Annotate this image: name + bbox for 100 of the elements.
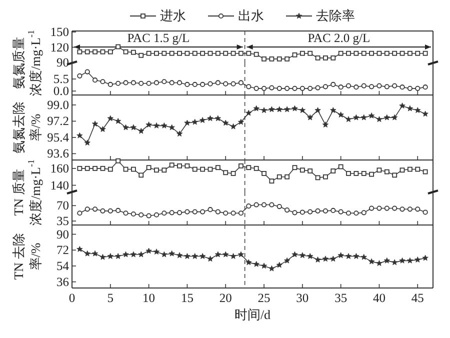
point	[314, 256, 321, 262]
x-tick-label: 45	[411, 291, 424, 305]
x-tick-label: 40	[372, 291, 386, 305]
point	[215, 50, 220, 56]
point	[276, 106, 282, 112]
point	[108, 82, 113, 88]
point	[184, 82, 190, 88]
point	[84, 69, 90, 74]
point	[292, 86, 298, 91]
point	[284, 86, 290, 91]
point	[384, 257, 390, 264]
point	[200, 166, 206, 172]
point	[238, 50, 244, 56]
point	[230, 253, 236, 259]
point	[422, 169, 428, 174]
point	[292, 105, 298, 112]
point	[246, 204, 252, 209]
y-tick-label: 35	[56, 214, 69, 228]
point	[330, 82, 336, 88]
point	[115, 253, 122, 259]
point	[361, 210, 366, 216]
point	[138, 128, 144, 134]
point	[307, 253, 314, 259]
point	[200, 117, 206, 123]
point	[314, 107, 321, 113]
point	[192, 82, 198, 88]
point	[246, 259, 252, 266]
point	[407, 86, 413, 91]
point	[146, 248, 152, 254]
point	[269, 56, 274, 62]
point	[246, 110, 252, 116]
point	[300, 86, 305, 91]
point	[138, 80, 144, 86]
point	[354, 210, 359, 216]
point	[276, 204, 282, 210]
point	[84, 140, 90, 146]
point	[208, 50, 213, 56]
point	[276, 262, 282, 268]
point	[368, 258, 375, 264]
point	[162, 168, 167, 173]
point	[330, 107, 336, 113]
point	[146, 122, 152, 128]
point	[261, 202, 267, 208]
point	[161, 122, 168, 128]
point	[77, 49, 82, 54]
point	[192, 118, 198, 125]
point	[268, 265, 275, 272]
point	[369, 172, 374, 177]
point	[300, 50, 305, 56]
point	[353, 253, 360, 259]
point	[353, 114, 360, 120]
y-tick-label: 90	[56, 55, 69, 70]
point	[76, 132, 83, 138]
point	[361, 83, 366, 88]
y-tick-label: 160	[50, 161, 69, 176]
point	[384, 84, 390, 90]
point	[414, 107, 421, 113]
point	[176, 80, 182, 86]
point	[154, 212, 160, 218]
point	[238, 80, 244, 86]
point	[138, 52, 144, 58]
point	[354, 171, 359, 176]
point	[308, 50, 313, 56]
point	[338, 84, 344, 90]
point	[207, 256, 214, 262]
point	[361, 50, 366, 56]
point	[184, 253, 190, 259]
point	[384, 169, 390, 174]
point	[368, 112, 375, 118]
point	[260, 107, 268, 113]
point	[77, 210, 82, 216]
point	[122, 251, 129, 258]
annotation: PAC 2.0 g/L	[308, 31, 370, 45]
point	[376, 50, 382, 56]
point	[168, 124, 175, 130]
point	[400, 206, 405, 212]
point	[223, 210, 228, 216]
point	[253, 261, 260, 267]
point	[262, 171, 266, 176]
point	[123, 210, 128, 216]
point	[84, 250, 90, 256]
point	[177, 50, 182, 56]
point	[292, 251, 298, 258]
point	[414, 256, 421, 262]
point	[184, 163, 190, 168]
point	[384, 114, 390, 120]
point	[330, 256, 336, 262]
point	[284, 174, 290, 180]
point	[176, 252, 183, 258]
point	[238, 251, 244, 258]
y-tick-label: 99.0	[47, 98, 69, 112]
point	[360, 114, 367, 120]
point	[308, 209, 313, 214]
point	[346, 171, 351, 176]
point	[268, 106, 275, 112]
point	[399, 257, 406, 264]
point	[223, 170, 228, 176]
x-tick-label: 35	[334, 291, 348, 305]
point	[76, 246, 83, 252]
y-tick-label: 36	[56, 274, 69, 289]
